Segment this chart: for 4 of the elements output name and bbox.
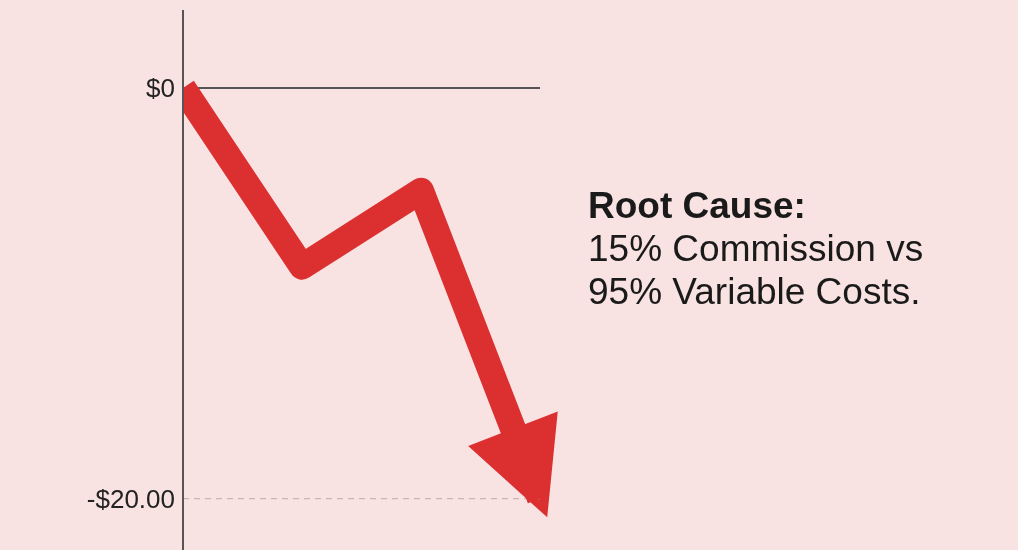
y-tick-label: -$20.00: [86, 483, 175, 514]
y-tick-label: $0: [146, 73, 175, 104]
text: Root Cause:: [588, 184, 807, 227]
text: 15% Commission vs 95% Variable Costs.: [588, 227, 925, 313]
